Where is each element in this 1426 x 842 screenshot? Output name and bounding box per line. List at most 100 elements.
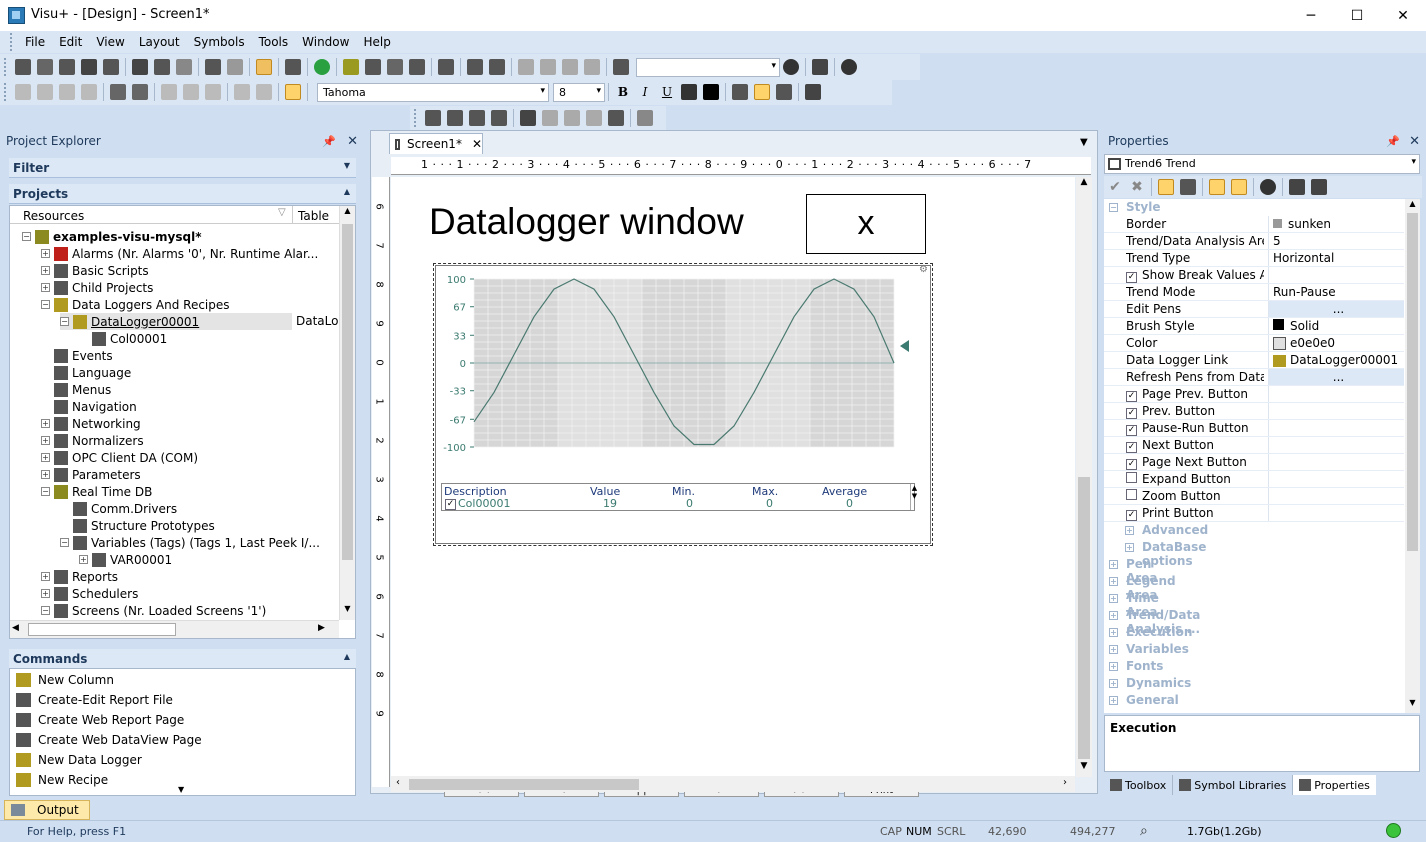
ungroup-icon[interactable] bbox=[542, 110, 558, 126]
group-icon[interactable] bbox=[520, 110, 536, 126]
check-icon[interactable] bbox=[409, 59, 425, 75]
collapse-icon[interactable]: − bbox=[60, 538, 69, 547]
object-selector[interactable]: Trend6 Trend bbox=[1104, 154, 1420, 174]
collapse-icon[interactable]: − bbox=[41, 300, 50, 309]
expand-icon[interactable]: + bbox=[41, 266, 50, 275]
bring-forward-icon[interactable] bbox=[469, 110, 485, 126]
properties-tab[interactable]: Properties bbox=[1293, 775, 1376, 795]
tab-screen1[interactable]: Screen1* ✕ bbox=[389, 133, 483, 154]
property-row[interactable]: ✓ Page Next Button bbox=[1104, 454, 1404, 471]
property-row[interactable]: Edit Pens... bbox=[1104, 301, 1404, 318]
property-row[interactable]: Data Logger Link DataLogger00001 bbox=[1104, 352, 1404, 369]
description-icon[interactable] bbox=[1231, 179, 1247, 195]
tree-item[interactable]: − Real Time DB bbox=[41, 483, 152, 500]
snap-icon[interactable] bbox=[256, 84, 272, 100]
editor-vertical-scrollbar[interactable]: ▲ ▼ bbox=[1076, 177, 1092, 777]
font-size-combo[interactable]: 8 bbox=[553, 82, 605, 102]
text-align-center-icon[interactable] bbox=[754, 84, 770, 100]
command-item[interactable]: Create-Edit Report File bbox=[16, 691, 173, 709]
toolbar-grip[interactable] bbox=[414, 109, 418, 127]
property-checkbox[interactable]: ✓ bbox=[1126, 272, 1137, 283]
underline-icon[interactable]: U bbox=[661, 85, 673, 99]
tree-item[interactable]: Language bbox=[41, 364, 131, 381]
italic-icon[interactable]: I bbox=[642, 85, 648, 99]
align-bottom-icon[interactable] bbox=[81, 84, 97, 100]
bring-front-icon[interactable] bbox=[425, 110, 441, 126]
save-icon[interactable] bbox=[59, 59, 75, 75]
tree-item[interactable]: Navigation bbox=[41, 398, 137, 415]
expand-icon[interactable]: + bbox=[41, 453, 50, 462]
menu-view[interactable]: View bbox=[96, 35, 125, 49]
tree-horizontal-scrollbar[interactable]: ◀ ▶ bbox=[10, 620, 339, 638]
menu-help[interactable]: Help bbox=[363, 35, 391, 49]
expand-icon[interactable]: + bbox=[41, 283, 50, 292]
collapse-icon[interactable]: − bbox=[41, 606, 50, 615]
tree-item[interactable]: + OPC Client DA (COM) bbox=[41, 449, 198, 466]
toolbar-grip[interactable] bbox=[4, 58, 8, 76]
user-icon[interactable] bbox=[256, 59, 272, 75]
expand-icon[interactable]: + bbox=[41, 419, 50, 428]
window-icon[interactable] bbox=[467, 59, 483, 75]
send-back-icon[interactable] bbox=[447, 110, 463, 126]
find-in-project-icon[interactable] bbox=[613, 59, 629, 75]
tree-item[interactable]: − Data Loggers And Recipes bbox=[41, 296, 230, 313]
close-panel-icon[interactable]: ✕ bbox=[1409, 133, 1420, 149]
table-column-header[interactable]: Table bbox=[298, 209, 330, 223]
property-row[interactable]: Zoom Button bbox=[1104, 488, 1404, 505]
compile-icon[interactable] bbox=[387, 59, 403, 75]
import-icon[interactable] bbox=[562, 59, 578, 75]
tree-item[interactable]: + Schedulers bbox=[41, 585, 138, 602]
arrow-up-icon[interactable] bbox=[1311, 179, 1327, 195]
text-align-left-icon[interactable] bbox=[732, 84, 748, 100]
property-checkbox[interactable]: ✓ bbox=[1126, 391, 1137, 402]
scroll-down-icon[interactable]: ▼ bbox=[178, 785, 185, 794]
menu-file[interactable]: File bbox=[25, 35, 46, 49]
align-right-icon[interactable] bbox=[37, 84, 53, 100]
property-checkbox[interactable] bbox=[1126, 489, 1137, 500]
send-backward-icon[interactable] bbox=[491, 110, 507, 126]
editor-horizontal-scrollbar[interactable]: ‹ › bbox=[391, 776, 1075, 792]
new-icon[interactable] bbox=[15, 59, 31, 75]
pointer-mode-icon[interactable] bbox=[285, 84, 301, 100]
zoom-icon[interactable]: ⌕ bbox=[1140, 823, 1148, 839]
command-item[interactable]: Create Web DataView Page bbox=[16, 731, 202, 749]
property-row[interactable]: Trend Mode Run-Pause bbox=[1104, 284, 1404, 301]
same-height-icon[interactable] bbox=[183, 84, 199, 100]
center-horizontal-icon[interactable] bbox=[110, 84, 126, 100]
command-item[interactable]: Create Web Report Page bbox=[16, 711, 184, 729]
tree-item[interactable]: − Screens (Nr. Loaded Screens '1') bbox=[41, 602, 266, 619]
minimize-button[interactable]: ─ bbox=[1306, 7, 1316, 24]
property-row[interactable]: ✓ Show Break Values Ar... bbox=[1104, 267, 1404, 284]
collapse-icon[interactable]: − bbox=[60, 317, 69, 326]
property-checkbox[interactable]: ✓ bbox=[1126, 459, 1137, 470]
close-tab-icon[interactable]: ✕ bbox=[471, 137, 482, 151]
tree-item[interactable]: Structure Prototypes bbox=[60, 517, 215, 534]
trend-settings-icon[interactable]: ⚙ bbox=[919, 264, 928, 275]
chevron-up-icon[interactable]: ▲ bbox=[343, 652, 350, 661]
property-checkbox[interactable]: ✓ bbox=[1126, 442, 1137, 453]
tree-item[interactable]: + Networking bbox=[41, 415, 141, 432]
command-item[interactable]: New Column bbox=[16, 671, 114, 689]
settings-gear-icon[interactable] bbox=[343, 59, 359, 75]
menu-tools[interactable]: Tools bbox=[258, 35, 289, 49]
toolbox-tab[interactable]: Toolbox bbox=[1104, 775, 1174, 795]
run-icon[interactable] bbox=[314, 59, 330, 75]
cut-icon[interactable] bbox=[132, 59, 148, 75]
tree-item[interactable]: − examples-visu-mysql* bbox=[22, 228, 202, 245]
collapse-icon[interactable]: − bbox=[22, 232, 31, 241]
property-row[interactable]: ✓ Print Button bbox=[1104, 505, 1404, 522]
search-combo[interactable] bbox=[636, 57, 780, 77]
trend-object[interactable]: 100 67 33 0 -33 -67 -100 ⚙ Description Value M… bbox=[433, 263, 933, 797]
library-icon[interactable] bbox=[586, 110, 602, 126]
property-row[interactable]: Trend/Data Analysis Area... 5 bbox=[1104, 233, 1404, 250]
tree-item[interactable]: + Normalizers bbox=[41, 432, 144, 449]
filter-funnel-icon[interactable] bbox=[1289, 179, 1305, 195]
property-checkbox[interactable]: ✓ bbox=[1126, 408, 1137, 419]
menu-window[interactable]: Window bbox=[302, 35, 350, 49]
tree-item[interactable]: − Variables (Tags) (Tags 1, Last Peek I/.… bbox=[60, 534, 320, 551]
tree-item[interactable]: + Basic Scripts bbox=[41, 262, 149, 279]
property-row[interactable]: Refresh Pens from Data L...... bbox=[1104, 369, 1404, 386]
expand-icon[interactable]: + bbox=[41, 572, 50, 581]
tree-item[interactable]: Comm.Drivers bbox=[60, 500, 177, 517]
commands-section[interactable]: Commands ▲ bbox=[9, 649, 356, 669]
